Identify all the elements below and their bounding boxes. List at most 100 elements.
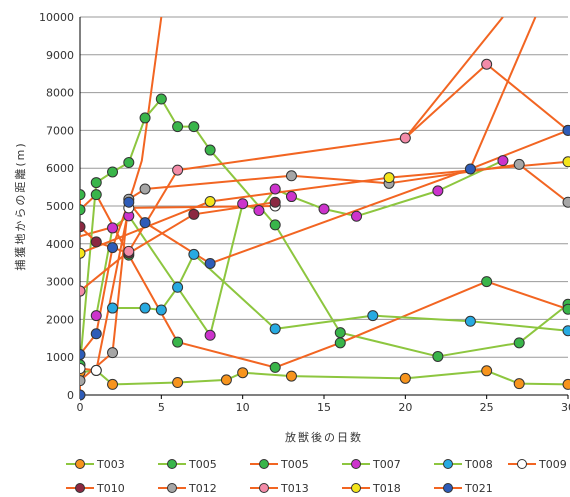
data-point-t005 [80, 204, 86, 216]
x-tick-label: 0 [77, 401, 84, 414]
data-point-t018 [204, 195, 216, 207]
x-tick-label: 5 [158, 401, 165, 414]
data-point-t021 [80, 349, 86, 361]
data-point-t013 [481, 58, 493, 70]
legend-swatch-marker [167, 483, 177, 493]
data-point-t003 [481, 365, 493, 377]
data-point-t008 [139, 302, 151, 314]
data-point-t010 [80, 221, 86, 233]
legend-label: T003 [96, 458, 125, 471]
legend-item-t013: T013 [250, 482, 309, 495]
x-axis-label: 放獣後の日数 [285, 430, 363, 444]
data-point-t007 [497, 155, 509, 167]
data-point-t008 [562, 325, 570, 337]
series-line-t009 [80, 205, 276, 372]
x-tick-label: 30 [561, 401, 570, 414]
y-tick-label: 6000 [46, 162, 74, 175]
data-point-t007 [253, 205, 265, 217]
data-point-t012 [80, 375, 86, 387]
legend-item-t008: T008 [434, 458, 493, 471]
data-point-t010 [269, 196, 281, 208]
legend-swatch-marker [75, 459, 85, 469]
data-point-t003 [107, 378, 119, 390]
legend-swatch-marker [351, 483, 361, 493]
series-markers [80, 58, 570, 401]
data-point-t013 [172, 164, 184, 176]
data-point-t010 [90, 236, 102, 248]
data-point-t008 [464, 315, 476, 327]
data-point-t003 [399, 372, 411, 384]
legend-label: T010 [96, 482, 125, 495]
data-point-t007 [351, 210, 363, 222]
data-point-t010 [188, 208, 200, 220]
legend-label: T021 [464, 482, 493, 495]
y-tick-label: 4000 [46, 238, 74, 251]
y-tick-label: 3000 [46, 276, 74, 289]
data-point-t005 [269, 361, 281, 373]
data-point-t003 [237, 367, 249, 379]
y-tick-label: 8000 [46, 87, 74, 100]
data-point-t007 [269, 183, 281, 195]
data-point-t021 [139, 217, 151, 229]
legend-item-t009: T009 [508, 458, 567, 471]
legend-item-t005: T005 [250, 458, 309, 471]
legend-item-t003: T003 [66, 458, 125, 471]
legend-label: T005 [280, 458, 309, 471]
y-tick-label: 1000 [46, 351, 74, 364]
data-point-t005 [80, 189, 86, 201]
data-point-t009 [90, 364, 102, 376]
legend-label: T007 [372, 458, 401, 471]
legend-swatch-marker [351, 459, 361, 469]
data-point-t003 [513, 378, 525, 390]
data-point-t005 [123, 157, 135, 169]
data-point-t012 [139, 183, 151, 195]
data-point-t007 [90, 310, 102, 322]
data-point-t007 [204, 329, 216, 341]
plot-area [80, 17, 570, 401]
y-tick-label: 5000 [46, 200, 74, 213]
data-point-t005 [107, 166, 119, 178]
data-point-t005 [172, 121, 184, 133]
data-point-t005 [204, 144, 216, 156]
x-tick-label: 10 [236, 401, 250, 414]
data-point-t021 [123, 196, 135, 208]
data-point-t012 [562, 196, 570, 208]
series-line-t013 [80, 63, 568, 292]
legend-label: T018 [372, 482, 401, 495]
legend-item-t021: T021 [434, 482, 493, 495]
legend-item-t010: T010 [66, 482, 125, 495]
legend-label: T012 [188, 482, 217, 495]
data-point-t007 [285, 191, 297, 203]
data-point-t018 [383, 172, 395, 184]
data-point-t003 [562, 378, 570, 390]
legend-item-t005: T005 [158, 458, 217, 471]
data-point-t021 [204, 257, 216, 269]
legend-label: T009 [538, 458, 567, 471]
data-point-t007 [237, 198, 249, 210]
legend-item-t007: T007 [342, 458, 401, 471]
y-tick-label: 0 [67, 389, 74, 402]
data-point-t005 [562, 303, 570, 315]
x-axis-ticks: 0 5 10 15 20 25 30 [77, 395, 570, 414]
data-point-t005 [90, 177, 102, 189]
x-tick-label: 25 [480, 401, 494, 414]
data-point-t021 [80, 389, 86, 401]
legend-swatch-marker [517, 459, 527, 469]
legend-swatch-marker [259, 459, 269, 469]
data-point-t005 [334, 327, 346, 339]
y-axis-ticks: 0 1000 2000 3000 4000 5000 6000 7000 8000 9000 100… [39, 11, 74, 402]
y-tick-label: 9000 [46, 49, 74, 62]
data-point-t005 [481, 276, 493, 288]
legend: T003 T005 T005 T007 T008 T009 T010 T012 T013 T018… [66, 458, 567, 495]
data-point-t005 [432, 350, 444, 362]
x-tick-label: 20 [398, 401, 412, 414]
data-point-t013 [123, 245, 135, 257]
legend-label: T013 [280, 482, 309, 495]
data-point-t018 [562, 156, 570, 168]
data-point-t008 [188, 248, 200, 260]
y-tick-label: 10000 [39, 11, 74, 24]
data-point-t021 [562, 124, 570, 136]
data-point-t003 [172, 377, 184, 389]
data-point-t009 [80, 363, 86, 375]
